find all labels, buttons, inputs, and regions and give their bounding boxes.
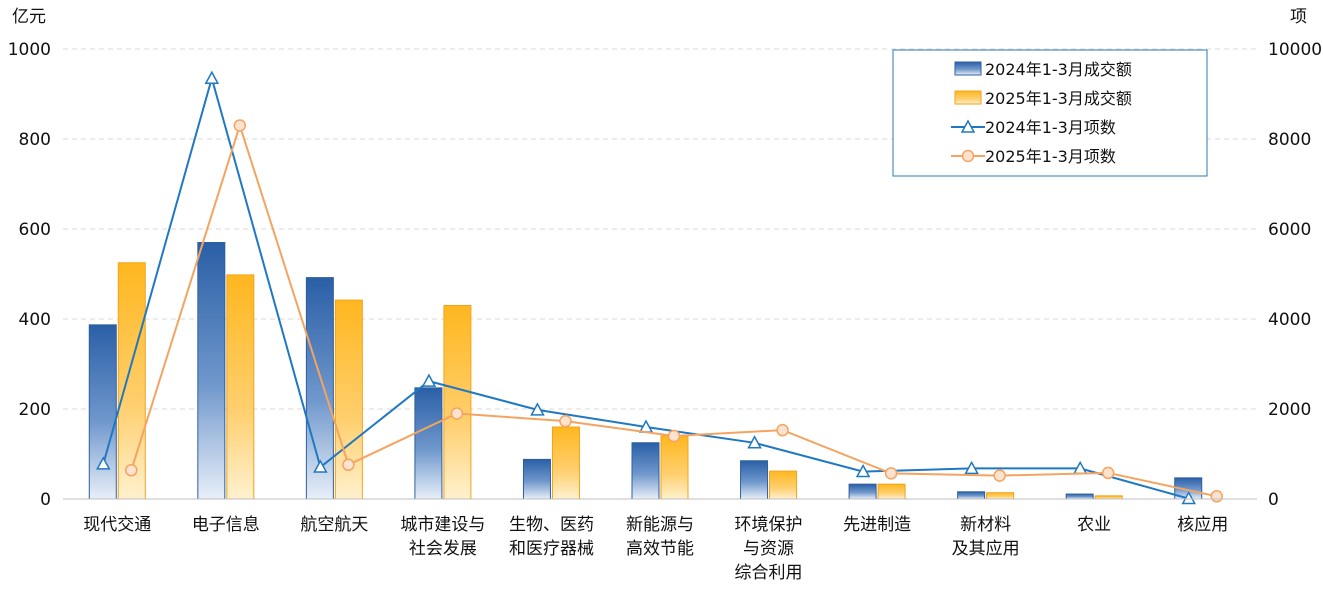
category-label: 农业 [1077,515,1111,535]
point-2024-count [855,463,871,478]
category-label: 新材料及其应用 [952,515,1020,559]
point-2024-count [530,402,545,416]
bar-2025 [117,262,146,500]
right-axis-unit: 项 [1290,7,1307,27]
category-label: 生物、医药和医疗器械 [509,515,594,559]
left-tick-label: 600 [19,220,51,240]
bar-2024 [1065,493,1094,500]
bar-2024 [848,483,877,500]
point-2024-count [96,456,111,470]
category-label: 航空航天 [300,515,368,535]
bar-2025 [443,305,472,500]
point-2025-count [559,414,572,428]
left-axis-unit: 亿元 [12,7,46,27]
category-label: 城市建设与社会发展 [400,515,485,559]
point-2025-count [1210,490,1223,503]
right-tick-label: 4000 [1268,310,1311,330]
bar-2025 [769,470,798,500]
bar-2024 [522,458,551,500]
point-2025-count [884,467,898,480]
bar-2024 [414,387,443,500]
point-2024-count [204,70,220,84]
lines-layer [96,70,1223,505]
point-2024-count [421,373,437,387]
bar-2025 [660,435,689,500]
category-label: 环境保护与资源综合利用 [735,515,803,583]
legend: 2024年1-3月成交额 2025年1-3月成交额 2024年1-3月项数 2025年… [892,49,1208,177]
point-2025-count [667,429,681,443]
point-2024-count [313,459,328,473]
right-tick-label: 8000 [1268,130,1311,150]
bar-2024 [631,442,660,500]
point-2025-count [1101,466,1115,480]
legend-label: 2025年1-3月成交额 [985,89,1132,108]
bar-2025 [226,274,255,500]
category-labels: 现代交通 电子信息 航空航天 城市建设与社会发展生物、医药和医疗器械新能源与高效节能环… [83,515,1228,583]
bar-2024 [740,460,769,500]
left-tick-label: 200 [19,400,51,420]
bar-2024 [88,324,117,500]
axis-layer: 0 0 200 2000 400 4000 600 6000 800 8000 1000 10000 [8,40,1322,510]
right-tick-label: 10000 [1268,40,1322,60]
right-tick-label: 2000 [1268,400,1311,420]
legend-triangle-marker [960,119,976,133]
point-2025-count [233,119,247,132]
left-tick-label: 0 [40,490,51,510]
legend-label: 2024年1-3月成交额 [985,60,1132,79]
right-tick-label: 6000 [1268,220,1311,240]
legend-circle-marker [961,149,975,163]
point-2025-count [776,423,789,437]
legend-label: 2025年1-3月项数 [985,147,1116,166]
right-tick-label: 0 [1268,490,1279,510]
point-2025-count [993,469,1006,482]
bar-2024 [197,242,226,500]
category-label: 先进制造 [843,515,911,535]
left-tick-label: 400 [19,310,51,330]
point-2024-count [747,435,762,449]
bars-layer [88,242,1203,500]
category-label: 核应用 [1177,515,1228,535]
legend-label: 2024年1-3月项数 [985,118,1116,137]
legend-swatch-2024-amount [954,61,982,76]
legend-swatch-2025-amount [954,90,982,105]
point-2025-count [450,407,464,420]
left-tick-label: 1000 [8,40,51,60]
bar-2025 [986,492,1015,500]
bar-2025 [551,426,580,500]
legend-frame [892,49,1208,177]
left-tick-label: 800 [19,130,51,150]
bar-2025 [877,483,906,500]
category-label: 新能源与高效节能 [626,515,694,559]
point-2024-count [964,460,979,475]
category-label: 现代交通 [83,515,151,535]
point-2025-count [125,463,138,477]
point-2024-count [1181,490,1196,505]
bar-2024 [957,491,986,500]
point-2025-count [342,458,355,472]
category-label: 电子信息 [192,515,260,535]
legend-items: 2024年1-3月成交额 2025年1-3月成交额 2024年1-3月项数 2025年… [951,60,1132,166]
